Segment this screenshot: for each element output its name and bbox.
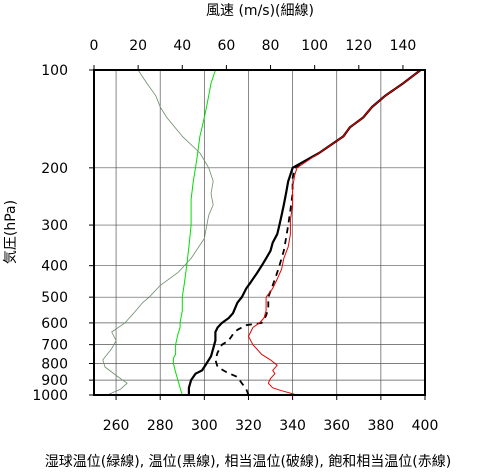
y-tick-label: 600 (41, 316, 68, 332)
top-tick-label: 20 (129, 38, 147, 54)
top-ticks: 0 20 40 60 80 100 120 140 (90, 38, 417, 70)
series-line-0 (172, 69, 216, 396)
bottom-ticks: 260 280 300 320 340 360 380 400 (103, 395, 439, 434)
bottom-tick-label: 360 (323, 418, 350, 434)
bottom-tick-label: 340 (279, 418, 306, 434)
bottom-tick-label: 380 (367, 418, 394, 434)
y-tick-label: 1000 (32, 388, 68, 404)
grid (94, 70, 425, 395)
bottom-tick-label: 400 (412, 418, 439, 434)
y-tick-label: 200 (41, 161, 68, 177)
series-line-2 (214, 69, 422, 396)
top-axis-title: 風速 (m/s)(細線) (206, 3, 314, 19)
bottom-axis-title: 湿球温位(緑線), 温位(黒線), 相当温位(破線), 飽和相当温位(赤線) (45, 453, 451, 470)
top-tick-label: 0 (90, 38, 99, 54)
series-layer (102, 69, 422, 396)
bottom-tick-label: 260 (103, 418, 130, 434)
top-tick-label: 80 (262, 38, 280, 54)
bottom-tick-label: 280 (147, 418, 174, 434)
bottom-tick-label: 300 (191, 418, 218, 434)
series-line-3 (248, 69, 421, 396)
y-axis-title: 気圧(hPa) (3, 200, 19, 264)
series-line-4 (102, 69, 214, 396)
plot-frame (93, 69, 426, 396)
y-tick-label: 900 (41, 373, 68, 389)
y-tick-label: 100 (41, 63, 68, 79)
series-line-1 (187, 69, 422, 395)
top-tick-label: 120 (345, 38, 372, 54)
bottom-tick-label: 320 (235, 418, 262, 434)
y-tick-label: 500 (41, 290, 68, 306)
y-tick-label: 700 (41, 338, 68, 354)
top-tick-label: 40 (173, 38, 191, 54)
y-tick-label: 300 (41, 218, 68, 234)
y-tick-label: 800 (41, 357, 68, 373)
y-tick-label: 400 (41, 259, 68, 275)
top-tick-label: 140 (390, 38, 417, 54)
top-tick-label: 60 (217, 38, 235, 54)
top-tick-label: 100 (301, 38, 328, 54)
